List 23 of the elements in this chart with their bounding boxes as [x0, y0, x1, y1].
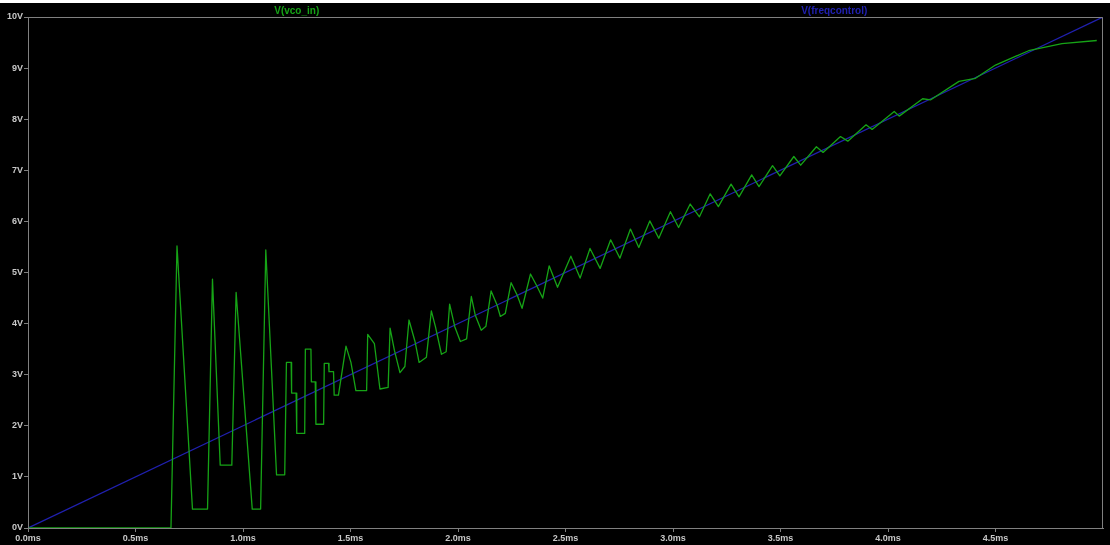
- x-tick-label: 2.5ms: [552, 532, 579, 543]
- x-tick-label: 2.0ms: [445, 532, 471, 543]
- text: V(freqcontrol): [801, 4, 868, 16]
- x-tick-label: 3.5ms: [767, 532, 794, 543]
- x-tick-label: 4.5ms: [982, 532, 1009, 543]
- x-tick-label: 0.0ms: [15, 532, 41, 543]
- y-tick-label: 3V: [11, 369, 23, 380]
- x-tick-label: 1.0ms: [230, 532, 256, 543]
- x-tick-label: 0.5ms: [122, 532, 149, 543]
- y-tick-label: 1V: [11, 471, 23, 482]
- x-tick-label: 4.0ms: [875, 532, 901, 543]
- y-tick-label: 8V: [11, 113, 23, 124]
- y-tick-label: 7V: [11, 164, 23, 175]
- y-tick-label: 4V: [11, 318, 23, 329]
- y-tick-label: 6V: [11, 215, 23, 226]
- x-tick-label: 1.5ms: [337, 532, 364, 543]
- y-tick-label: 9V: [11, 62, 23, 73]
- x-tick-label: 3.0ms: [660, 532, 686, 543]
- y-tick-label: 2V: [11, 420, 23, 431]
- text: V(vco_in): [274, 4, 320, 16]
- y-tick-label: 5V: [11, 266, 23, 277]
- y-tick-label: 0V: [11, 522, 23, 533]
- y-tick-label: 10V: [6, 11, 23, 22]
